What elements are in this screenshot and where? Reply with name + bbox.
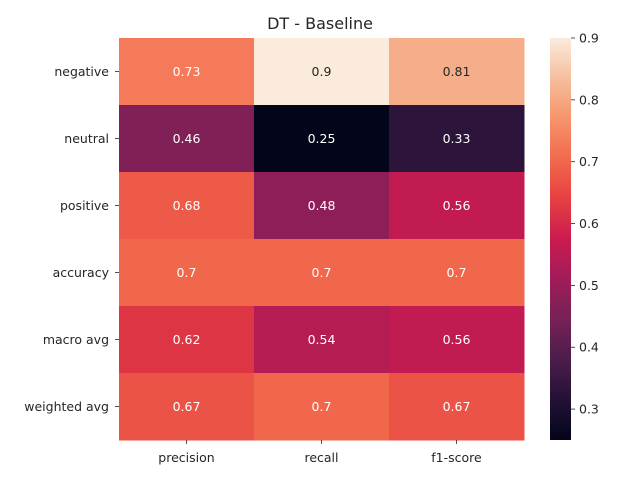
heatmap-cell [389,38,525,106]
heatmap-cell [254,306,390,374]
colorbar-tick-label: 0.8 [579,92,599,107]
colorbar-tick-label: 0.9 [579,31,599,46]
heatmap-cell [254,239,390,307]
cell-value-label: 0.33 [443,131,471,146]
x-tick-label: f1-score [431,450,482,465]
cell-value-label: 0.7 [312,265,332,280]
y-tick-label: neutral [64,131,109,146]
y-tick-labels: negative neutral positive accuracy macro avg… [24,64,119,414]
heatmap-cell [119,172,255,240]
colorbar-tick-label: 0.7 [579,154,599,169]
heatmap-cell [119,105,255,173]
y-tick-label: macro avg [43,332,109,347]
cell-value-label: 0.67 [443,399,471,414]
heatmap-cell [389,373,525,441]
cell-value-label: 0.48 [308,198,336,213]
cell-value-label: 0.56 [443,332,471,347]
heatmap-cell [389,172,525,240]
y-tick-label: accuracy [53,265,110,280]
cell-value-label: 0.7 [177,265,197,280]
colorbar [550,38,571,440]
cell-value-label: 0.25 [308,131,336,146]
cell-value-label: 0.68 [173,198,201,213]
y-tick-label: weighted avg [24,399,109,414]
x-tick-labels: precision recall f1-score [158,440,482,465]
cell-value-label: 0.7 [447,265,467,280]
cell-value-label: 0.7 [312,399,332,414]
y-tick-label: positive [60,198,109,213]
heatmap-cell [119,373,255,441]
colorbar-tick-label: 0.3 [579,402,599,417]
cell-value-label: 0.62 [173,332,201,347]
cell-value-label: 0.67 [173,399,201,414]
colorbar-tick-label: 0.5 [579,278,599,293]
chart-title: DT - Baseline [267,14,373,33]
heatmap-cell [389,306,525,374]
cell-value-label: 0.56 [443,198,471,213]
colorbar-tick-label: 0.6 [579,216,599,231]
colorbar-ticks: 0.3 0.4 0.5 0.6 0.7 0.8 0.9 [571,31,599,417]
heatmap-cells: 0.73 0.9 0.81 0.46 0.25 0.33 0.68 0.48 0.56 0.7 0.… [119,38,525,441]
cell-value-label: 0.73 [173,64,201,79]
heatmap-cell [119,239,255,307]
heatmap-cell [254,373,390,441]
cell-value-label: 0.9 [312,64,332,79]
heatmap-cell [389,239,525,307]
heatmap-cell [119,38,255,106]
x-tick-label: recall [304,450,338,465]
heatmap-cell [254,172,390,240]
cell-value-label: 0.46 [173,131,201,146]
heatmap-cell [389,105,525,173]
heatmap-cell [254,105,390,173]
heatmap-cell [254,38,390,106]
cell-value-label: 0.54 [308,332,336,347]
x-tick-label: precision [158,450,214,465]
cell-value-label: 0.81 [443,64,471,79]
colorbar-tick-label: 0.4 [579,340,599,355]
heatmap-cell [119,306,255,374]
y-tick-label: negative [54,64,109,79]
